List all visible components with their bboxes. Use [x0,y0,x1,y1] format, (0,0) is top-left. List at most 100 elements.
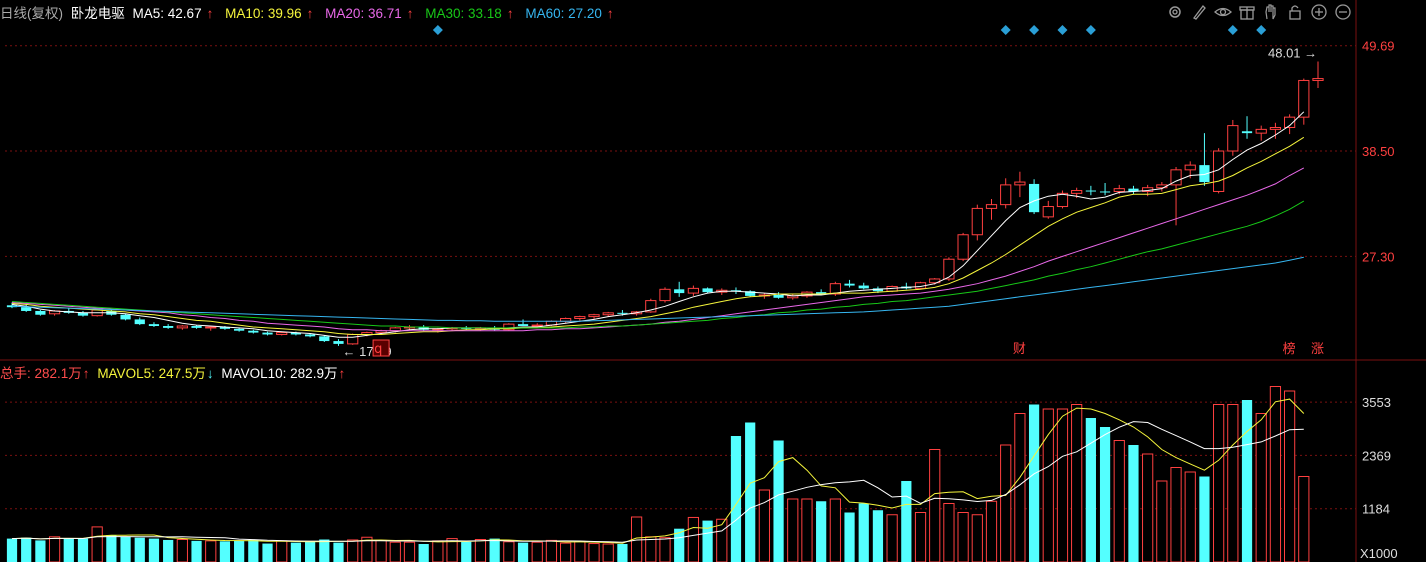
volume-bar [858,503,869,562]
candle-body [517,324,529,327]
hand-icon[interactable] [1262,3,1280,21]
volume-bar [985,500,998,562]
candle-body [1056,192,1069,208]
volume-tick-label: 2369 [1362,448,1391,463]
lock-icon[interactable] [1286,3,1304,21]
volume-bar [361,536,373,562]
volume-bar [758,489,770,562]
candle-body [1269,126,1282,130]
volume-bar [319,539,330,562]
volume-bar [914,512,927,562]
candle-body [645,300,657,313]
candle-body [347,333,359,345]
zoom-out-icon[interactable] [1334,3,1352,21]
settings-icon[interactable] [1166,3,1184,21]
candle-body [1028,183,1040,213]
candle-body [985,204,998,209]
ma30-label: MA30: 33.18 ↑ [425,6,514,21]
candle-body [588,314,600,318]
ma10-label: MA10: 39.96 ↑ [225,6,314,21]
volume-bar [262,543,273,562]
volume-bar [674,528,685,562]
candle-body [971,207,983,236]
ma20-label: MA20: 36.71 ↑ [325,6,414,21]
volume-bar [517,542,529,562]
volume-bar [48,536,61,562]
volume-bar [1156,480,1168,562]
eye-icon[interactable] [1214,3,1232,21]
volume-bar [389,541,401,562]
event-diamond [1227,25,1238,35]
candle-body [745,291,756,296]
volume-bar [1099,427,1111,562]
volume-bar [403,541,416,562]
candle-body [134,319,145,325]
candle-body [1312,78,1324,81]
volume-bar [432,540,444,562]
candle-body [1099,191,1111,193]
volume-bar [248,539,259,562]
volume-bar [1000,444,1012,562]
volume-bar [134,537,145,562]
stock-name: 卧龙电驱 [70,6,125,21]
volume-bar [1028,404,1040,562]
candle-body [1227,125,1239,152]
volume-bar [234,540,245,562]
volume-bar [844,512,855,562]
zoom-in-icon[interactable] [1310,3,1328,21]
candle-body [163,326,174,328]
volume-bar [1113,440,1125,562]
volume-bar [531,541,543,562]
event-marker-1: q [374,342,382,357]
volume-bar [901,481,912,562]
price-tick-label: 49.69 [1362,39,1395,54]
candle-body [304,334,316,337]
gift-icon[interactable] [1238,3,1256,21]
ma-line-ma10 [11,136,1305,335]
candle-body [574,316,586,319]
candle-body [1085,190,1096,192]
volume-bar [347,539,359,562]
volume-bar [191,540,202,562]
volume-bar [461,541,472,562]
period-label[interactable]: 日线(复权) [0,6,63,21]
candle-body [1199,165,1210,183]
candle-body [702,288,713,293]
volume-bar [971,514,983,562]
candle-body [1000,184,1012,206]
candle-body [219,326,231,329]
volume-bar [787,498,799,562]
volume-bar [816,501,827,562]
volume-bar [290,542,302,562]
candle-body [659,288,671,302]
volume-bar [829,498,841,562]
candle-body [943,258,955,280]
volume-bar [560,542,572,562]
volume-bar [1071,404,1083,562]
candle-body [205,326,217,329]
candle-body [1042,206,1054,218]
candle-body [602,312,614,316]
volume-bar [730,436,742,562]
candle-body [829,283,841,295]
ma-line-ma5 [11,111,1305,338]
volume-bar [872,510,884,562]
chart-toolbar [1166,3,1352,23]
volume-bar [489,538,500,562]
event-diamond [1029,25,1040,35]
event-marker-3: 榜 [1283,341,1296,357]
brush-icon[interactable] [1190,3,1208,21]
candle-body [1184,164,1196,171]
volume-bar [1227,404,1239,562]
volume-bar [91,526,103,562]
volume-bar [602,543,614,562]
volume-bar [1142,453,1154,562]
volume-bar [418,544,429,562]
volume-bar [120,536,131,562]
volume-bar [205,540,217,562]
price-tick-label: 38.50 [1362,144,1395,159]
volume-bar [163,539,174,562]
volume-bar [176,539,188,562]
